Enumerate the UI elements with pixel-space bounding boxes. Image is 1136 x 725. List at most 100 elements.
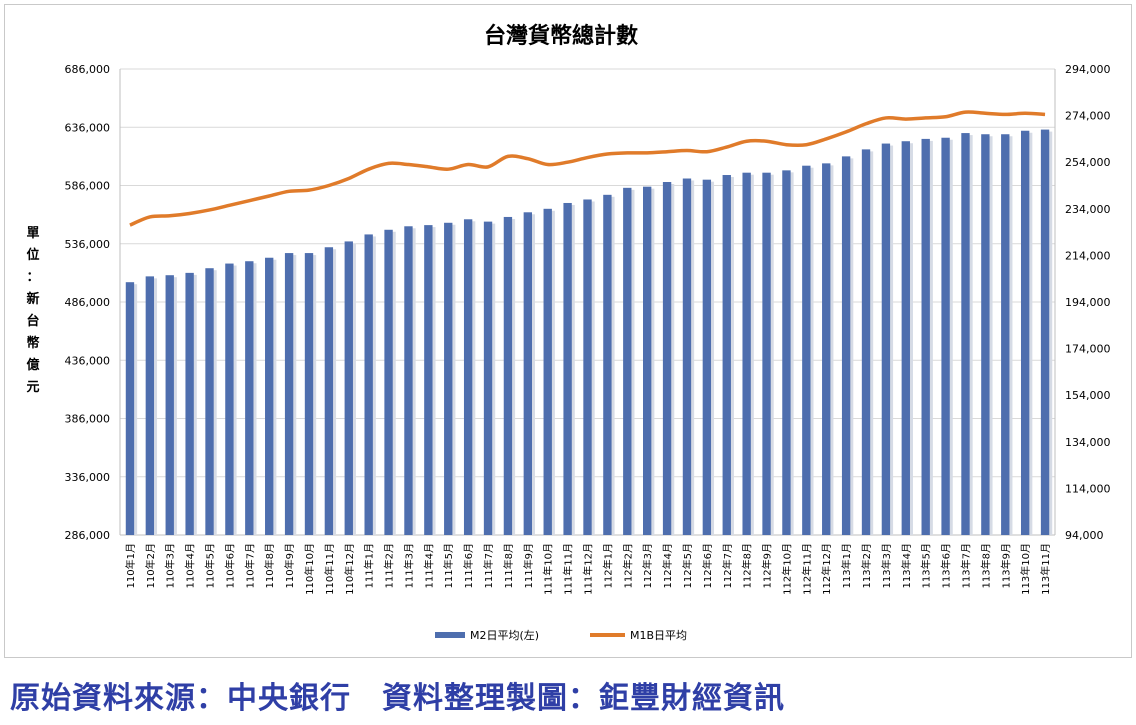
right-tick-label: 194,000: [1065, 296, 1111, 309]
x-tick-label: 110年12月: [343, 543, 356, 595]
left-tick-label: 636,000: [65, 121, 111, 134]
right-tick-label: 234,000: [1065, 203, 1111, 216]
x-tick-label: 112年2月: [621, 543, 634, 588]
chart-title: 台灣貨幣總計數: [484, 23, 638, 49]
bar: [623, 187, 632, 535]
bar: [284, 253, 294, 535]
bar: [463, 219, 473, 535]
left-tick-label: 336,000: [65, 471, 111, 484]
bar: [205, 268, 214, 535]
bar: [245, 261, 254, 535]
right-tick-label: 94,000: [1065, 529, 1104, 542]
bar: [662, 182, 672, 535]
y-axis-label-char: 位: [26, 247, 39, 263]
y-axis-label-char: 幣: [26, 335, 39, 351]
y-axis-label-char: ：: [26, 270, 39, 285]
x-tick-label: 111年5月: [442, 543, 455, 588]
source-footer: 原始資料來源：中央銀行 資料整理製圖：鉅豐財經資訊: [10, 681, 785, 716]
x-tick-label: 112年6月: [701, 543, 714, 588]
x-tick-label: 113年7月: [959, 543, 972, 588]
bar: [941, 137, 950, 536]
x-tick-label: 111年4月: [422, 543, 435, 588]
bar: [603, 194, 612, 535]
x-tick-label: 110年7月: [243, 543, 256, 588]
bar: [265, 257, 274, 535]
bar: [583, 199, 592, 536]
bar: [444, 222, 453, 535]
bar: [981, 134, 990, 536]
x-tick-label: 111年1月: [363, 543, 376, 588]
bar: [185, 272, 194, 535]
right-tick-label: 214,000: [1065, 249, 1111, 262]
x-tick-label: 113年6月: [940, 543, 953, 588]
x-tick-label: 111年10月: [542, 543, 555, 595]
left-tick-label: 486,000: [65, 296, 111, 309]
x-tick-label: 113年8月: [979, 543, 992, 588]
right-tick-label: 174,000: [1065, 343, 1111, 356]
bar: [822, 163, 831, 536]
x-tick-label: 110年5月: [204, 543, 217, 588]
x-tick-label: 113年11月: [1039, 543, 1052, 595]
y-axis-label-char: 元: [26, 380, 39, 395]
left-tick-label: 386,000: [65, 413, 111, 426]
chart-frame: 台灣貨幣總計數 686,000 636,000 586,000 536,000 486,…: [4, 4, 1132, 658]
bar: [483, 221, 493, 536]
bar: [961, 133, 970, 535]
right-axis-ticks: 294,000 274,000 254,000 234,000 214,000 194,0…: [1065, 63, 1111, 542]
x-tick-label: 113年4月: [900, 543, 913, 588]
bar: [802, 165, 811, 535]
x-tick-label: 112年7月: [721, 543, 734, 588]
x-tick-label: 113年5月: [920, 543, 933, 588]
bar: [901, 141, 910, 536]
left-tick-label: 286,000: [65, 529, 111, 542]
bar: [324, 247, 334, 535]
left-tick-label: 686,000: [65, 63, 111, 76]
bar: [762, 172, 771, 535]
bar: [563, 202, 572, 535]
bar: [304, 253, 314, 535]
x-tick-label: 111年2月: [383, 543, 396, 588]
right-tick-label: 114,000: [1065, 482, 1111, 495]
bar: [921, 138, 930, 535]
x-tick-label: 110年10月: [303, 543, 316, 595]
right-tick-label: 134,000: [1065, 436, 1111, 449]
bar: [384, 229, 393, 535]
x-tick-label: 110年2月: [144, 543, 157, 588]
right-tick-label: 294,000: [1065, 63, 1111, 76]
x-axis-ticks: 110年1月 110年2月 110年3月 110年4月 110年5月 110年6月 110年…: [124, 543, 1052, 595]
x-tick-label: 110年8月: [263, 543, 276, 588]
bar: [881, 143, 891, 535]
x-tick-label: 112年1月: [601, 543, 614, 588]
x-tick-label: 112年11月: [800, 543, 813, 595]
bar: [225, 263, 234, 535]
bar: [1040, 129, 1050, 535]
bar-series: [125, 129, 1053, 536]
bar: [125, 282, 135, 535]
y-axis-label-char: 新: [26, 291, 39, 307]
x-tick-label: 113年9月: [999, 543, 1012, 588]
bar: [503, 216, 513, 535]
x-tick-label: 111年12月: [582, 543, 595, 595]
bar: [364, 234, 373, 535]
x-tick-label: 110年9月: [283, 543, 296, 588]
bar: [145, 276, 155, 535]
x-tick-label: 111年9月: [522, 543, 535, 588]
legend: M2日平均(左) M1B日平均: [435, 629, 687, 642]
legend-label-m1b: M1B日平均: [630, 629, 687, 642]
x-tick-label: 112年8月: [741, 543, 754, 588]
bar: [165, 275, 174, 535]
y-axis-label-char: 台: [26, 313, 39, 329]
left-tick-label: 536,000: [65, 238, 111, 251]
x-tick-label: 110年4月: [184, 543, 197, 588]
bar: [643, 186, 652, 536]
x-tick-label: 112年4月: [661, 543, 674, 588]
bar: [1001, 134, 1010, 536]
x-tick-label: 110年6月: [223, 543, 236, 588]
bar: [404, 226, 413, 535]
bar: [742, 172, 751, 535]
left-tick-label: 586,000: [65, 180, 111, 193]
x-tick-label: 111年6月: [462, 543, 475, 588]
x-tick-label: 112年5月: [681, 543, 694, 588]
bar: [861, 149, 871, 535]
legend-label-m2: M2日平均(左): [470, 629, 539, 642]
